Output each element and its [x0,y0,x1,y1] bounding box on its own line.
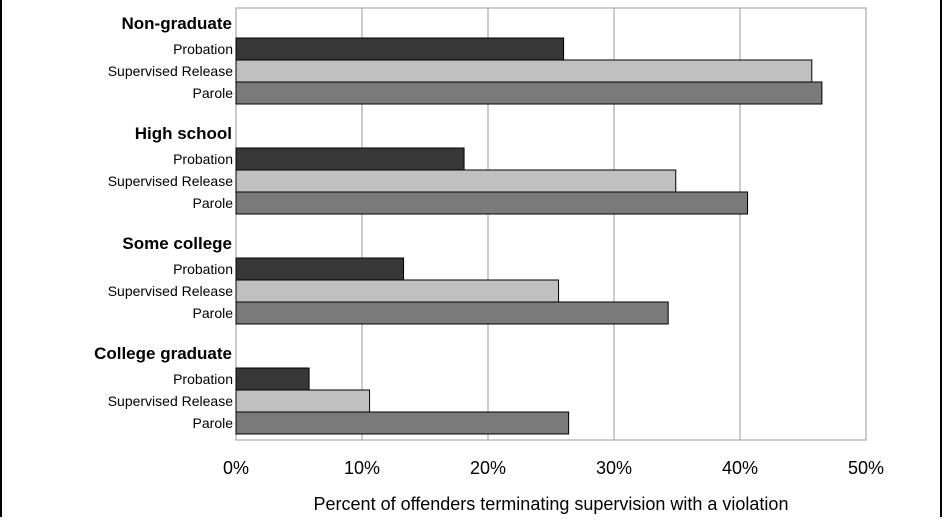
bar-label-parole: Parole [193,85,234,101]
bar-label-probation: Probation [173,41,233,57]
bar-label-probation: Probation [173,371,233,387]
bar-label-probation: Probation [173,151,233,167]
group-label-non-graduate: Non-graduate [122,14,233,33]
bar-some-college-probation [235,257,405,281]
bar-label-probation: Probation [173,261,233,277]
category-labels: Non-graduate Probation Supervised Release P… [94,14,233,431]
plot-area [235,7,867,441]
bar-high-school-probation [235,147,465,171]
x-axis-ticks: 0% 10% 20% 30% 40% 50% [223,458,884,478]
bar-label-parole: Parole [193,195,234,211]
x-tick-label-0: 0% [223,458,249,478]
x-tick-label-40: 40% [722,458,758,478]
bar-college-graduate-supervised-release [235,389,371,413]
bar-some-college-supervised-release [235,279,560,303]
x-tick-label-30: 30% [596,458,632,478]
x-tick-label-20: 20% [470,458,506,478]
bar-label-supervised-release: Supervised Release [108,283,234,299]
x-tick-label-10: 10% [344,458,380,478]
bar-non-graduate-probation [235,37,565,61]
bar-label-supervised-release: Supervised Release [108,173,234,189]
x-axis-title: Percent of offenders terminating supervi… [314,494,789,514]
bar-college-graduate-probation [235,367,310,391]
bar-college-graduate-parole [235,411,570,435]
bar-non-graduate-parole [235,81,823,105]
bar-high-school-supervised-release [235,169,677,193]
group-label-college-graduate: College graduate [94,344,232,363]
bars [235,37,823,435]
bar-label-parole: Parole [193,415,234,431]
bar-label-parole: Parole [193,305,234,321]
bar-high-school-parole [235,191,749,215]
group-label-some-college: Some college [122,234,232,253]
group-label-high-school: High school [135,124,232,143]
bar-non-graduate-supervised-release [235,59,813,83]
bar-label-supervised-release: Supervised Release [108,63,234,79]
x-tick-label-50: 50% [848,458,884,478]
bar-some-college-parole [235,301,669,325]
bar-label-supervised-release: Supervised Release [108,393,234,409]
